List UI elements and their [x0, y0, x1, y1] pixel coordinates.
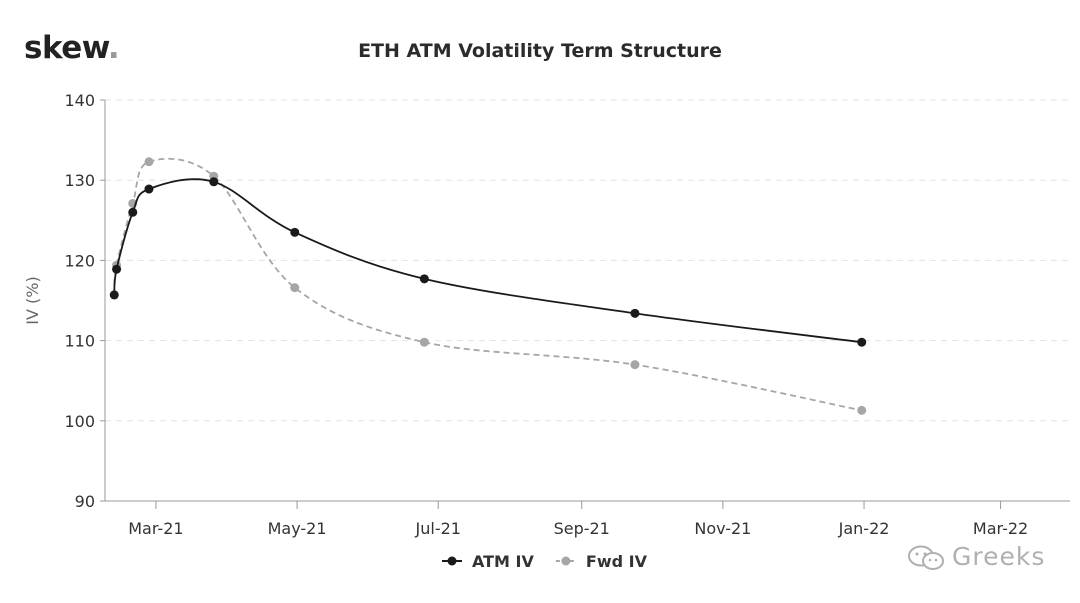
- y-tick-label: 120: [64, 251, 95, 270]
- legend-marker-fwd-iv: [561, 556, 571, 566]
- axes: [100, 99, 1070, 509]
- y-tick-label: 130: [64, 171, 95, 190]
- y-tick-labels: 90 100 110 120 130 140: [64, 91, 95, 511]
- data-point-atm-iv: [630, 308, 640, 318]
- x-tick-label: Mar-21: [128, 519, 183, 538]
- grid-lines: [105, 99, 1070, 422]
- legend-marker-atm-iv: [447, 556, 457, 566]
- wechat-icon: [908, 545, 944, 570]
- data-point-atm-iv: [290, 227, 300, 237]
- x-tick-label: Jan-22: [838, 519, 890, 538]
- data-point-atm-iv: [112, 264, 122, 274]
- skew-logo: skew.: [24, 30, 120, 66]
- watermark: Greeks: [906, 542, 1045, 572]
- data-point-atm-iv: [419, 274, 429, 284]
- logo-dot: .: [107, 30, 120, 66]
- y-tick-label: 110: [64, 332, 95, 351]
- y-tick-label: 100: [64, 412, 95, 431]
- legend-label-fwd-iv: Fwd IV: [586, 552, 648, 571]
- logo-text: skew: [24, 30, 108, 66]
- x-tick-label: May-21: [268, 519, 327, 538]
- x-tick-label: Nov-21: [694, 519, 751, 538]
- data-point-atm-iv: [109, 290, 119, 300]
- series-line-fwd-iv: [113, 157, 862, 412]
- x-tick-label: Mar-22: [973, 519, 1028, 538]
- legend-label-atm-iv: ATM IV: [472, 552, 535, 571]
- data-point-fwd-iv: [857, 405, 867, 415]
- data-point-fwd-iv: [419, 337, 429, 347]
- y-tick-label: 90: [75, 492, 95, 511]
- data-point-atm-iv: [128, 207, 138, 217]
- data-point-atm-iv: [209, 177, 219, 187]
- data-point-fwd-iv: [630, 360, 640, 370]
- series-lines: [109, 157, 867, 415]
- y-axis-label: IV (%): [23, 276, 42, 324]
- data-point-fwd-iv: [144, 157, 154, 167]
- legend: ATM IV Fwd IV: [442, 552, 648, 571]
- data-point-atm-iv: [144, 184, 154, 194]
- y-tick-label: 140: [64, 91, 95, 110]
- x-tick-label: Sep-21: [554, 519, 610, 538]
- data-point-atm-iv: [857, 337, 867, 347]
- x-tick-labels: Mar-21 May-21 Jul-21 Sep-21 Nov-21 Jan-22 Mar-…: [128, 519, 1028, 538]
- chart-title: ETH ATM Volatility Term Structure: [358, 40, 722, 62]
- x-tick-label: Jul-21: [415, 519, 461, 538]
- watermark-text: Greeks: [952, 542, 1046, 571]
- data-point-fwd-iv: [290, 283, 300, 293]
